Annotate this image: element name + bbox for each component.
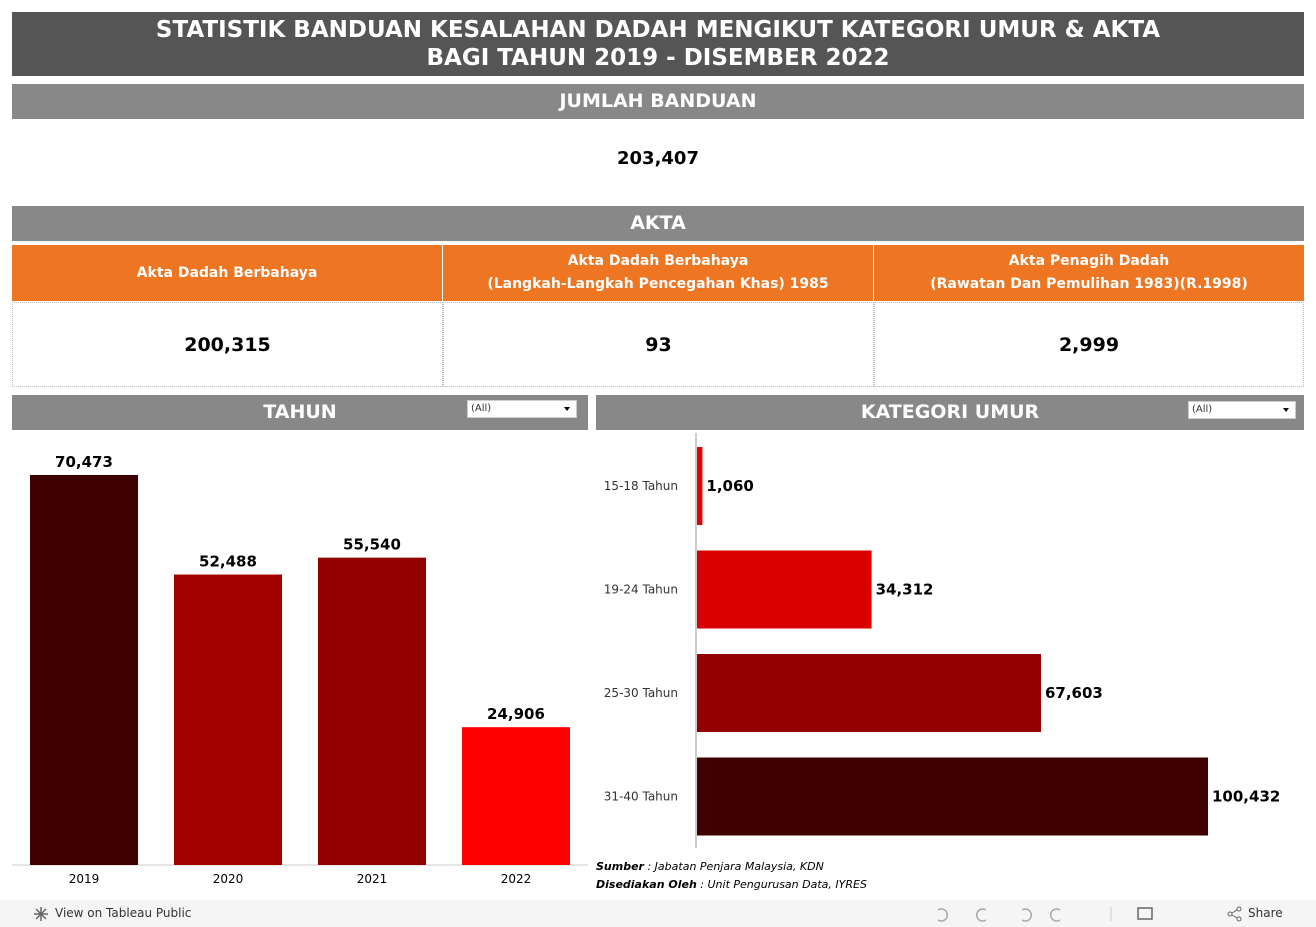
toolbar-icons (937, 907, 1153, 922)
y-tick-label: 25-30 Tahun (604, 686, 678, 700)
bar (697, 757, 1208, 836)
value-label: 67,603 (1045, 684, 1103, 702)
bar (697, 550, 872, 629)
akta-value: 93 (443, 302, 874, 387)
y-tick-label: 15-18 Tahun (604, 479, 678, 493)
value-label: 24,906 (487, 705, 545, 723)
value-label: 70,473 (55, 453, 113, 471)
akta-col-line: Akta Dadah Berbahaya (136, 264, 318, 281)
chart-title: KATEGORI UMUR (860, 401, 1040, 423)
total-header: JUMLAH BANDUAN (12, 84, 1304, 119)
share-button[interactable]: Share (1248, 906, 1283, 920)
x-tick-label: 2020 (213, 872, 244, 886)
akta-col-line: Akta Penagih Dadah (1008, 253, 1170, 269)
chart-header: KATEGORI UMUR (All) (596, 395, 1304, 430)
value-label: 55,540 (343, 536, 401, 554)
bar (174, 574, 282, 865)
title-line: STATISTIK BANDUAN KESALAHAN DADAH MENGIK… (155, 17, 1161, 43)
value-label: 34,312 (876, 581, 934, 599)
chart-header: TAHUN (All) (12, 395, 588, 430)
bar (318, 557, 426, 865)
source-label: Disediakan Oleh (596, 878, 697, 891)
age-chart: 1,060 15-18 Tahun 34,312 19-24 Tahun 67,603 2… (604, 433, 1280, 848)
value-label: 100,432 (1212, 788, 1280, 806)
y-tick-label: 19-24 Tahun (604, 583, 678, 597)
bar (462, 727, 570, 865)
akta-col-line: Akta Dadah Berbahaya (567, 253, 749, 269)
akta-col-header: Akta Dadah Berbahaya (Langkah-Langkah Pen… (443, 245, 873, 301)
source-label: Sumber (596, 860, 644, 873)
akta-value: 200,315 (12, 302, 443, 387)
filter-dropdown[interactable]: (All) (1188, 401, 1296, 419)
source-text: : Unit Pengurusan Data, IYRES (696, 878, 867, 891)
value-label: 1,060 (706, 477, 753, 495)
bar (697, 654, 1041, 732)
source: Sumber : Jabatan Penjara Malaysia, KDN D… (596, 858, 867, 894)
source-line: Sumber : Jabatan Penjara Malaysia, KDN (596, 858, 867, 876)
y-tick-label: 31-40 Tahun (604, 790, 678, 804)
x-tick-label: 2021 (357, 872, 388, 886)
view-link[interactable]: View on Tableau Public (55, 906, 192, 920)
source-text: : Jabatan Penjara Malaysia, KDN (643, 860, 824, 873)
filter-dropdown[interactable]: (All) (467, 400, 577, 418)
akta-col-line: (Langkah-Langkah Pencegahan Khas) 1985 (487, 276, 829, 292)
year-chart: 70,473 2019 52,488 2020 55,540 2021 24,906 2022 (12, 453, 588, 886)
title-line: BAGI TAHUN 2019 - DISEMBER 2022 (426, 45, 890, 71)
source-line: Disediakan Oleh : Unit Pengurusan Data, … (596, 876, 867, 894)
chart-title: TAHUN (263, 401, 337, 423)
toolbar: View on Tableau Public Share (0, 900, 1316, 927)
akta-col-header: Akta Dadah Berbahaya (12, 245, 442, 301)
tableau-icon (34, 907, 48, 921)
akta-col-line: (Rawatan Dan Pemulihan 1983)(R.1998) (930, 276, 1248, 292)
total-value: 203,407 (617, 148, 699, 169)
value-label: 52,488 (199, 553, 257, 571)
akta-header: AKTA (12, 206, 1304, 241)
x-tick-label: 2022 (501, 872, 532, 886)
akta-value: 2,999 (874, 302, 1304, 387)
bar (30, 475, 138, 865)
title: STATISTIK BANDUAN KESALAHAN DADAH MENGIK… (12, 12, 1304, 76)
x-tick-label: 2019 (69, 872, 100, 886)
bar (697, 447, 703, 525)
akta-col-header: Akta Penagih Dadah (Rawatan Dan Pemulihan… (874, 245, 1304, 301)
share-icon (1227, 906, 1242, 922)
